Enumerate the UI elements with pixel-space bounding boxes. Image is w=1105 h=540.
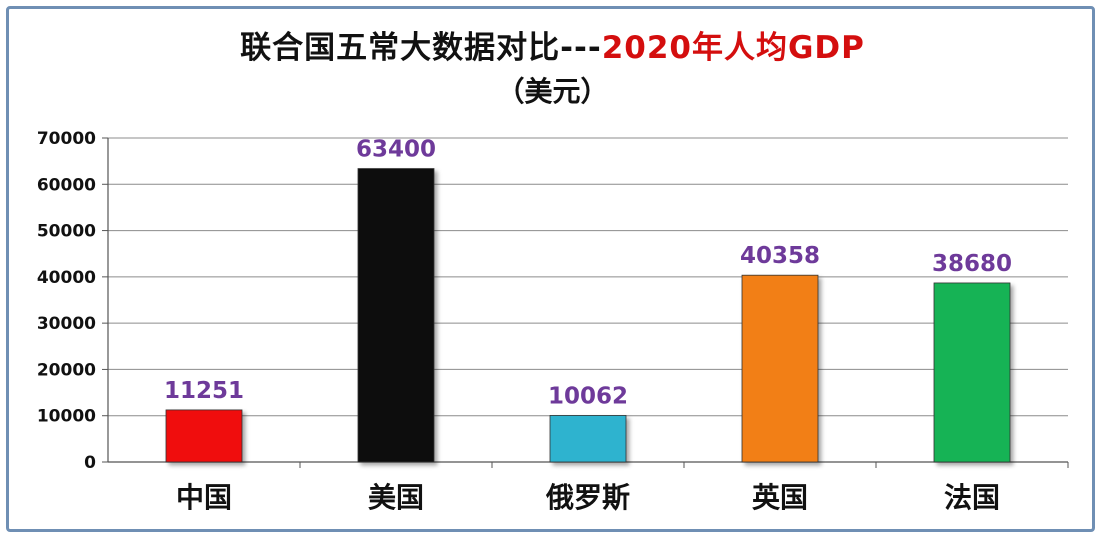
y-tick-label: 10000 (37, 407, 96, 427)
x-category-label: 英国 (752, 481, 808, 514)
value-label: 40358 (740, 243, 820, 269)
x-category-labels: 中国 美国 俄罗斯 英国 法国 (176, 481, 1000, 514)
x-category-label: 法国 (944, 481, 1000, 514)
value-label: 10062 (548, 383, 628, 409)
bar (165, 409, 243, 463)
bar (741, 274, 819, 463)
x-category-label: 俄罗斯 (545, 481, 630, 514)
chart-title-highlight: 2020年人均GDP (601, 30, 865, 66)
x-category-label: 中国 (176, 481, 232, 514)
y-tick-label: 20000 (37, 360, 96, 380)
value-labels: 11251 63400 10062 40358 38680 (164, 137, 1012, 410)
gridlines (102, 137, 1068, 463)
x-category-label: 美国 (368, 481, 424, 514)
value-label: 11251 (164, 378, 244, 404)
value-label: 63400 (356, 137, 436, 163)
y-tick-label: 60000 (37, 175, 96, 195)
y-tick-label: 30000 (37, 314, 96, 334)
y-tick-label: 40000 (37, 268, 96, 288)
value-label: 38680 (932, 251, 1012, 277)
chart-subtitle: （美元） (496, 75, 609, 108)
bar (357, 168, 435, 463)
y-tick-labels: 0 10000 20000 30000 40000 50000 60000 70000 (37, 129, 96, 473)
y-tick-label: 50000 (37, 222, 96, 242)
y-tick-label: 0 (84, 453, 96, 473)
bar (933, 282, 1011, 463)
chart-title: 联合国五常大数据对比---2020年人均GDP (0, 22, 1105, 67)
chart-title-prefix: 联合国五常大数据对比--- (240, 30, 602, 66)
bar (549, 415, 627, 463)
y-tick-label: 70000 (37, 129, 96, 149)
bars (165, 168, 1011, 463)
